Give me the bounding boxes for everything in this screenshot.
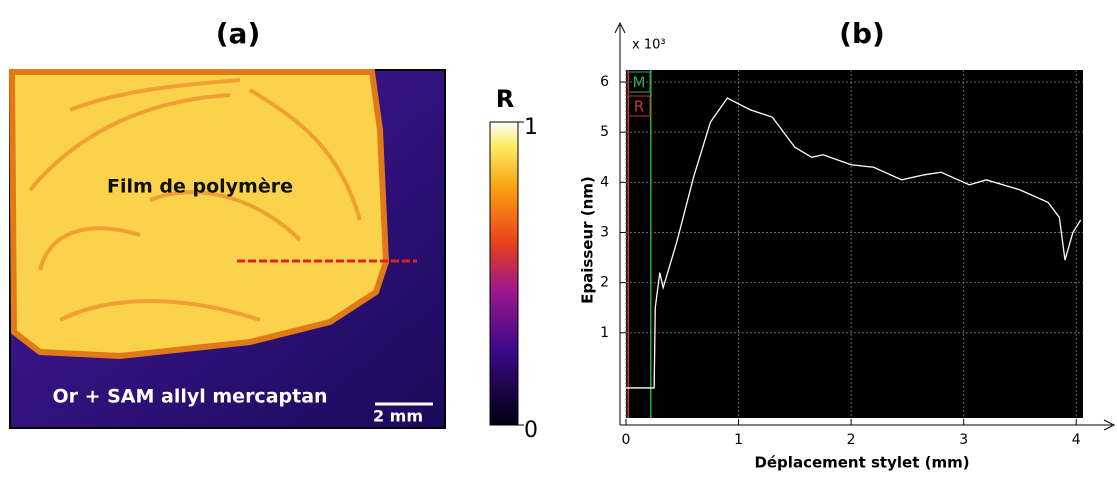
x-tick-label: 0 [622, 432, 631, 448]
y-tick-label: 2 [600, 275, 609, 291]
y-tick-label: 1 [600, 325, 609, 341]
y-axis-label: Epaisseur (nm) [579, 176, 597, 304]
film-texture [28, 78, 362, 322]
film-label: Film de polymère [107, 176, 293, 198]
sample-image [8, 69, 446, 429]
colorbar-tick-label: 1 [524, 115, 538, 140]
colorbar [489, 121, 519, 426]
y-arrow [614, 21, 626, 34]
y-tick-label: 4 [600, 174, 609, 190]
y-tick-label: 5 [600, 124, 609, 140]
cursor-box [627, 95, 651, 117]
x-axis-label: Déplacement stylet (mm) [754, 454, 969, 472]
x-tick-label: 1 [734, 432, 743, 448]
chart-title: (b) [839, 17, 885, 50]
y-tick-label: 6 [600, 74, 609, 90]
x-tick-label: 4 [1072, 432, 1081, 448]
plot-area [626, 70, 1083, 418]
colorbar-label: R [496, 85, 514, 113]
y-tick-label: 3 [600, 224, 609, 240]
panel-label: (a) [216, 17, 261, 50]
data-line [626, 97, 1082, 389]
x-tick-label: 2 [847, 432, 856, 448]
scale-bar-label: 2 mm [373, 407, 423, 426]
x-tick-label: 3 [959, 432, 968, 448]
film [8, 69, 390, 360]
cursor-label: R [634, 98, 644, 116]
x-arrow [1103, 419, 1116, 431]
substrate-label: Or + SAM allyl mercaptan [52, 386, 327, 408]
cursor-label: M [633, 74, 646, 92]
colorbar-tick-label: 0 [524, 418, 538, 443]
multiplier: x 10³ [632, 38, 666, 53]
